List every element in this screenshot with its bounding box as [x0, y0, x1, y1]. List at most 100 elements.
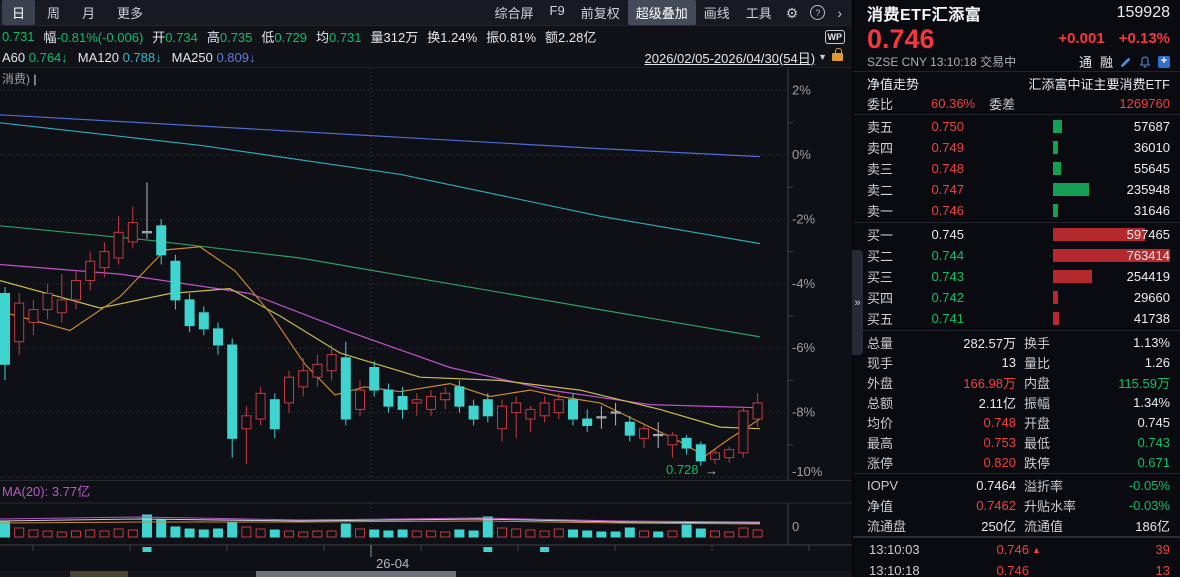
candlestick-chart-region[interactable]: 消费) | 2% 0% -2% -4% -6% -8% -10% 0.728 → 0 MA(20)… [0, 67, 852, 577]
svg-text:-8%: -8% [792, 405, 816, 420]
info-item: 开0.734 [152, 30, 198, 45]
stat-row: 外盘 166.98万 内盘 115.59万 [867, 375, 1170, 391]
depth-bar [1053, 270, 1092, 283]
svg-text:-2%: -2% [792, 211, 816, 226]
svg-text:0.728: 0.728 [666, 462, 699, 477]
info-item: 均0.731 [315, 30, 362, 45]
toolbar-right: 综合屏 F9 前复权 超级叠加 画线 工具 ⚙ ? › [487, 0, 852, 25]
weibi-label: 委比 [867, 96, 894, 112]
ask-row[interactable]: 卖二 0.747 235948 [867, 182, 1170, 198]
last-price: 0.746 [867, 23, 935, 54]
gear-icon[interactable]: ⚙ [785, 4, 799, 21]
info-item: 振0.81% [486, 30, 537, 45]
price-change: +0.001 +0.13% [1058, 30, 1170, 47]
chart-legend: 消费) | [2, 72, 37, 86]
depth-bar [1053, 312, 1059, 325]
ma-items: A60 0.764↓ MA120 0.788↓ MA250 0.809↓ [2, 50, 266, 65]
chevron-down-icon[interactable]: ▼ [818, 52, 827, 62]
bid-row[interactable]: 买五 0.741 41738 [867, 311, 1170, 327]
toolbar-item[interactable]: 前复权 [580, 6, 620, 21]
chart-area-main: 日周 月 更多 综合屏 F9 前复权 超级叠加 画线 工具 ⚙ ? › 0.731 幅-0.8… [0, 0, 852, 577]
info-item: 换1.24% [427, 30, 478, 45]
tick-list: 13:10:03 0.746 ▲ 39 13:10:18 0.746 13 [853, 539, 1180, 577]
svg-text:0%: 0% [792, 147, 811, 162]
tab-period-日[interactable]: 日 [2, 0, 36, 25]
panel-collapse-handle[interactable]: » [852, 250, 863, 355]
info-last-price: 0.731 [2, 29, 35, 44]
toolbar-item[interactable]: 画线 [703, 6, 730, 21]
depth-bar [1053, 183, 1089, 196]
info-item: 高0.735 [206, 30, 253, 45]
alert-bell-icon[interactable] [1139, 55, 1151, 68]
change-pct: +0.13% [1118, 30, 1170, 47]
svg-text:-6%: -6% [792, 340, 816, 355]
stat-row: 总额 2.11亿 振幅 1.34% [867, 394, 1170, 411]
divider [853, 330, 1180, 331]
stat-row: 流通盘 250亿 流通值 186亿 [867, 518, 1170, 534]
divider [853, 222, 1180, 223]
instrument-header: 消费ETF汇添富 159928 [853, 0, 1180, 24]
volume-chart[interactable]: 0 MA(20): 3.77亿 26-04 [0, 481, 852, 577]
order-book-bids: 买一 0.745 597465 买二 0.744 763414 买三 0.743 254419 买… [853, 224, 1180, 329]
help-icon[interactable]: ? [810, 5, 826, 20]
stat-row: 现手 13 量比 1.26 [867, 354, 1170, 371]
margin-badge-tong: 通 [1078, 55, 1092, 70]
ask-row[interactable]: 卖三 0.748 55645 [867, 161, 1170, 177]
weicha-label: 委差 [989, 96, 1016, 112]
market-meta: SZSE CNY 13:10:18 交易中 [867, 55, 1017, 69]
ask-row[interactable]: 卖五 0.750 57687 [867, 119, 1170, 135]
depth-bar [1053, 291, 1058, 304]
wp-badge-icon[interactable]: WP [824, 29, 845, 44]
tick-row: 13:10:18 0.746 13 [869, 563, 1170, 577]
depth-bar [1053, 249, 1170, 262]
ask-row[interactable]: 卖四 0.749 36010 [867, 140, 1170, 156]
market-meta-row: SZSE CNY 13:10:18 交易中 通 融 + [853, 53, 1180, 70]
order-book-asks: 卖五 0.750 57687 卖四 0.749 36010 卖三 0.748 55645 卖二 0.… [853, 116, 1180, 221]
info-item: 幅-0.81%(-0.006) [43, 30, 144, 45]
info-item: 额2.28亿 [545, 30, 597, 45]
date-range-selector[interactable]: 2026/02/05-2026/04/30(54日) [644, 50, 816, 66]
info-item: 量312万 [370, 30, 419, 45]
nav-row: 净值走势 汇添富中证主要消费ETF [853, 73, 1180, 93]
divider [853, 114, 1180, 115]
stats-grid: 总量 282.57万 换手 1.13% 现手 13 量比 1.26 外盘 166.98万 内盘 115… [853, 332, 1180, 472]
weicha-value: 1269760 [1119, 95, 1170, 111]
toolbar-item[interactable]: F9 [549, 3, 565, 18]
depth-bar [1053, 120, 1062, 133]
candlestick-chart[interactable]: 2% 0% -2% -4% -6% -8% -10% 0.728 → [0, 68, 852, 481]
bid-row[interactable]: 买四 0.742 29660 [867, 290, 1170, 306]
tab-period-更多[interactable]: 更多 [117, 6, 144, 21]
ma-values-bar: A60 0.764↓ MA120 0.788↓ MA250 0.809↓ 2026/… [0, 47, 852, 67]
info-items: 幅-0.81%(-0.006) 开0.734 高0.735 低0.729 均0.731 量… [44, 27, 606, 46]
toolbar-items: 综合屏 F9 前复权 超级叠加 画线 工具 [487, 0, 780, 25]
stat-row: 总量 282.57万 换手 1.13% [867, 334, 1170, 351]
tab-period-周[interactable]: 周 [47, 6, 61, 21]
instrument-name: 消费ETF汇添富 [867, 7, 982, 24]
divider [853, 71, 1180, 72]
bid-row[interactable]: 买一 0.745 597465 [867, 227, 1170, 243]
nav-label[interactable]: 净值走势 [867, 76, 920, 92]
toolbar-item[interactable]: 综合屏 [494, 6, 534, 21]
bid-row[interactable]: 买三 0.743 254419 [867, 269, 1170, 285]
period-tabbar: 日周 月 更多 综合屏 F9 前复权 超级叠加 画线 工具 ⚙ ? › [0, 0, 852, 26]
bid-row[interactable]: 买二 0.744 763414 [867, 248, 1170, 264]
ma-value-item: MA250 0.809↓ [171, 49, 256, 65]
ask-row[interactable]: 卖一 0.746 31646 [867, 203, 1170, 219]
chevron-right-icon[interactable]: › [837, 4, 842, 21]
svg-text:0: 0 [792, 519, 799, 534]
edit-icon[interactable] [1120, 56, 1132, 68]
divider-thick [853, 536, 1180, 538]
fund-full-name: 汇添富中证主要消费ETF [1028, 76, 1170, 92]
stat-row: 净值 0.7462 升贴水率 -0.03% [867, 497, 1170, 514]
toolbar-item[interactable]: 工具 [745, 6, 772, 21]
unlock-icon[interactable] [832, 48, 843, 61]
meta-icons: 通 融 + [1071, 52, 1170, 71]
tab-period-月[interactable]: 月 [82, 6, 96, 21]
weibi-row: 委比 60.36% 委差 1269760 [853, 93, 1180, 113]
toolbar-item[interactable]: 超级叠加 [627, 0, 696, 25]
period-tabs: 日周 月 更多 [0, 0, 153, 25]
stat-row: IOPV 0.7464 溢折率 -0.05% [867, 477, 1170, 494]
add-watchlist-icon[interactable]: + [1158, 55, 1170, 68]
margin-badge-rong: 融 [1099, 55, 1113, 70]
